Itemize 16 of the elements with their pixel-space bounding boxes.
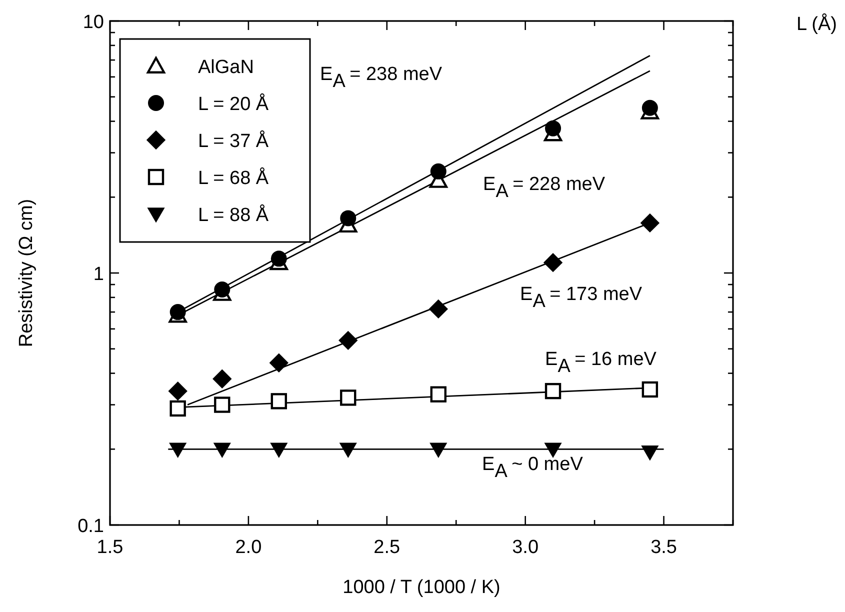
x-tick-label: 3.0 (512, 537, 539, 558)
x-axis-title: 1000 / T (1000 / K) (342, 577, 500, 598)
text: L (Å) (796, 13, 837, 35)
x-tick-label: 1.5 (96, 537, 124, 558)
legend-label: L = 68 Å (198, 167, 269, 189)
legend-label: L = 37 Å (198, 130, 269, 152)
y-axis-title: Resistivity (Ω cm) (16, 198, 37, 348)
x-tick-label: 2.5 (374, 537, 400, 558)
x-tick-label: 3.5 (650, 537, 677, 558)
legend-label: L = 88 Å (198, 204, 269, 226)
y-tick-label: 1 (93, 264, 104, 285)
y-tick-label: 0.1 (78, 516, 104, 537)
x-tick-label: 2.0 (235, 537, 262, 558)
y-tick-label: 10 (82, 12, 104, 33)
legend-label: L = 20 Å (198, 93, 269, 115)
legend-label: AlGaN (198, 57, 254, 78)
